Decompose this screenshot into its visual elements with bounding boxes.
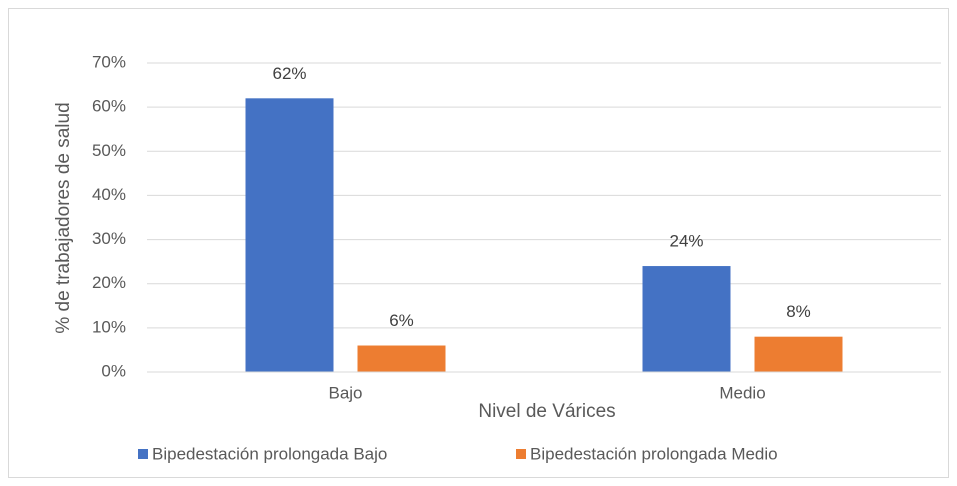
- legend-swatch: [516, 449, 526, 459]
- bar: [754, 336, 843, 372]
- legend-label: Bipedestación prolongada Medio: [530, 444, 778, 463]
- bar: [357, 345, 446, 372]
- y-tick-label: 40%: [92, 185, 126, 204]
- x-tick-label: Bajo: [328, 383, 362, 402]
- data-label: 8%: [786, 302, 811, 321]
- y-tick-label: 20%: [92, 273, 126, 292]
- y-tick-label: 60%: [92, 97, 126, 116]
- chart-frame: [8, 8, 949, 478]
- y-tick-label: 50%: [92, 141, 126, 160]
- y-axis-title: % de trabajadores de salud: [53, 102, 74, 333]
- y-tick-label: 0%: [101, 361, 126, 380]
- data-label: 24%: [669, 232, 703, 251]
- bar: [642, 266, 731, 372]
- y-tick-label: 10%: [92, 317, 126, 336]
- legend-label: Bipedestación prolongada Bajo: [152, 444, 387, 463]
- y-tick-label: 30%: [92, 229, 126, 248]
- data-label: 6%: [389, 311, 414, 330]
- x-tick-label: Medio: [719, 383, 765, 402]
- x-axis-title: Nivel de Várices: [478, 401, 615, 422]
- legend-swatch: [138, 449, 148, 459]
- data-label: 62%: [272, 64, 306, 83]
- y-tick-label: 70%: [92, 52, 126, 71]
- bar: [245, 98, 334, 373]
